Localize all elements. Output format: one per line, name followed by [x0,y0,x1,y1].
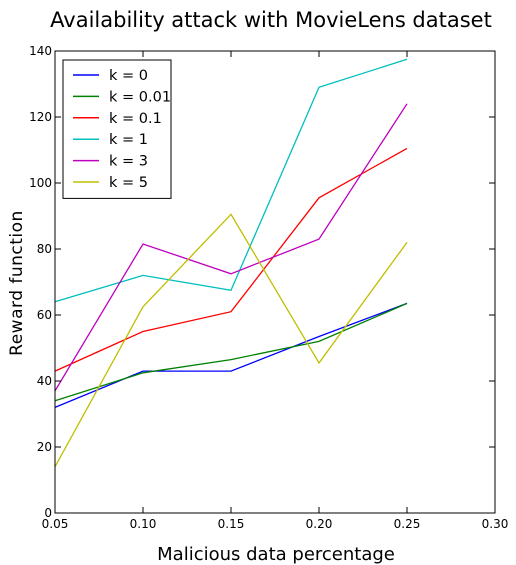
chart-title: Availability attack with MovieLens datas… [50,8,492,32]
series-line-3 [54,58,408,303]
legend-label-4: k = 3 [109,154,148,170]
ticks-layer: 0.05 0.10 0.15 0.20 0.25 0.30 0 20 40 60 80 100 120 1… [29,44,508,531]
y-tick-label: 140 [29,44,52,58]
x-tick-label: 0.05 [42,517,69,531]
y-tick-label: 100 [29,176,52,190]
y-tick-label: 80 [37,242,52,256]
series-line-2 [54,147,408,372]
x-tick-label: 0.10 [130,517,157,531]
legend-label-5: k = 5 [109,175,148,191]
legend-label-3: k = 1 [109,132,148,148]
x-tick-label: 0.15 [218,517,245,531]
series-layer [54,58,408,468]
y-axis-label: Reward function [7,210,27,356]
legend-box [62,59,172,199]
legend-label-1: k = 0.01 [109,89,171,105]
series-line-1 [54,302,408,402]
y-tick-label: 40 [37,374,52,388]
legend-label-0: k = 0 [109,68,148,84]
y-tick-label: 0 [44,506,52,520]
y-tick-label: 120 [29,110,52,124]
series-line-5 [54,213,408,468]
plot-frame [54,50,496,514]
x-tick-label: 0.25 [394,517,421,531]
y-axis-label-group: Reward function [7,210,27,356]
x-axis-label: Malicious data percentage [157,544,395,565]
legend: k = 0 k = 0.01 k = 0.1 k = 1 k = 3 k = 5 [62,59,172,199]
x-tick-label: 0.30 [482,517,509,531]
series-line-4 [54,103,408,392]
legend-label-2: k = 0.1 [109,111,162,127]
y-tick-label: 20 [37,440,52,454]
x-tick-label: 0.20 [306,517,333,531]
y-tick-label: 60 [37,308,52,322]
series-line-0 [54,302,408,409]
